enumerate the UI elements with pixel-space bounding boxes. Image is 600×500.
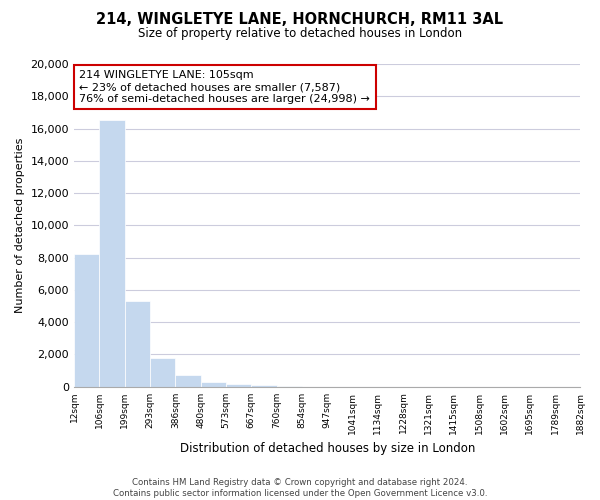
Text: 214 WINGLETYE LANE: 105sqm
← 23% of detached houses are smaller (7,587)
76% of s: 214 WINGLETYE LANE: 105sqm ← 23% of deta… xyxy=(79,70,370,104)
Text: Size of property relative to detached houses in London: Size of property relative to detached ho… xyxy=(138,28,462,40)
Bar xyxy=(125,301,150,386)
Bar xyxy=(100,120,125,386)
Bar xyxy=(226,384,251,386)
Bar xyxy=(150,358,175,386)
Bar xyxy=(200,382,226,386)
Bar xyxy=(175,374,200,386)
Text: Contains HM Land Registry data © Crown copyright and database right 2024.
Contai: Contains HM Land Registry data © Crown c… xyxy=(113,478,487,498)
X-axis label: Distribution of detached houses by size in London: Distribution of detached houses by size … xyxy=(179,442,475,455)
Y-axis label: Number of detached properties: Number of detached properties xyxy=(15,138,25,313)
Text: 214, WINGLETYE LANE, HORNCHURCH, RM11 3AL: 214, WINGLETYE LANE, HORNCHURCH, RM11 3A… xyxy=(97,12,503,28)
Bar xyxy=(74,254,100,386)
Bar xyxy=(251,385,277,386)
